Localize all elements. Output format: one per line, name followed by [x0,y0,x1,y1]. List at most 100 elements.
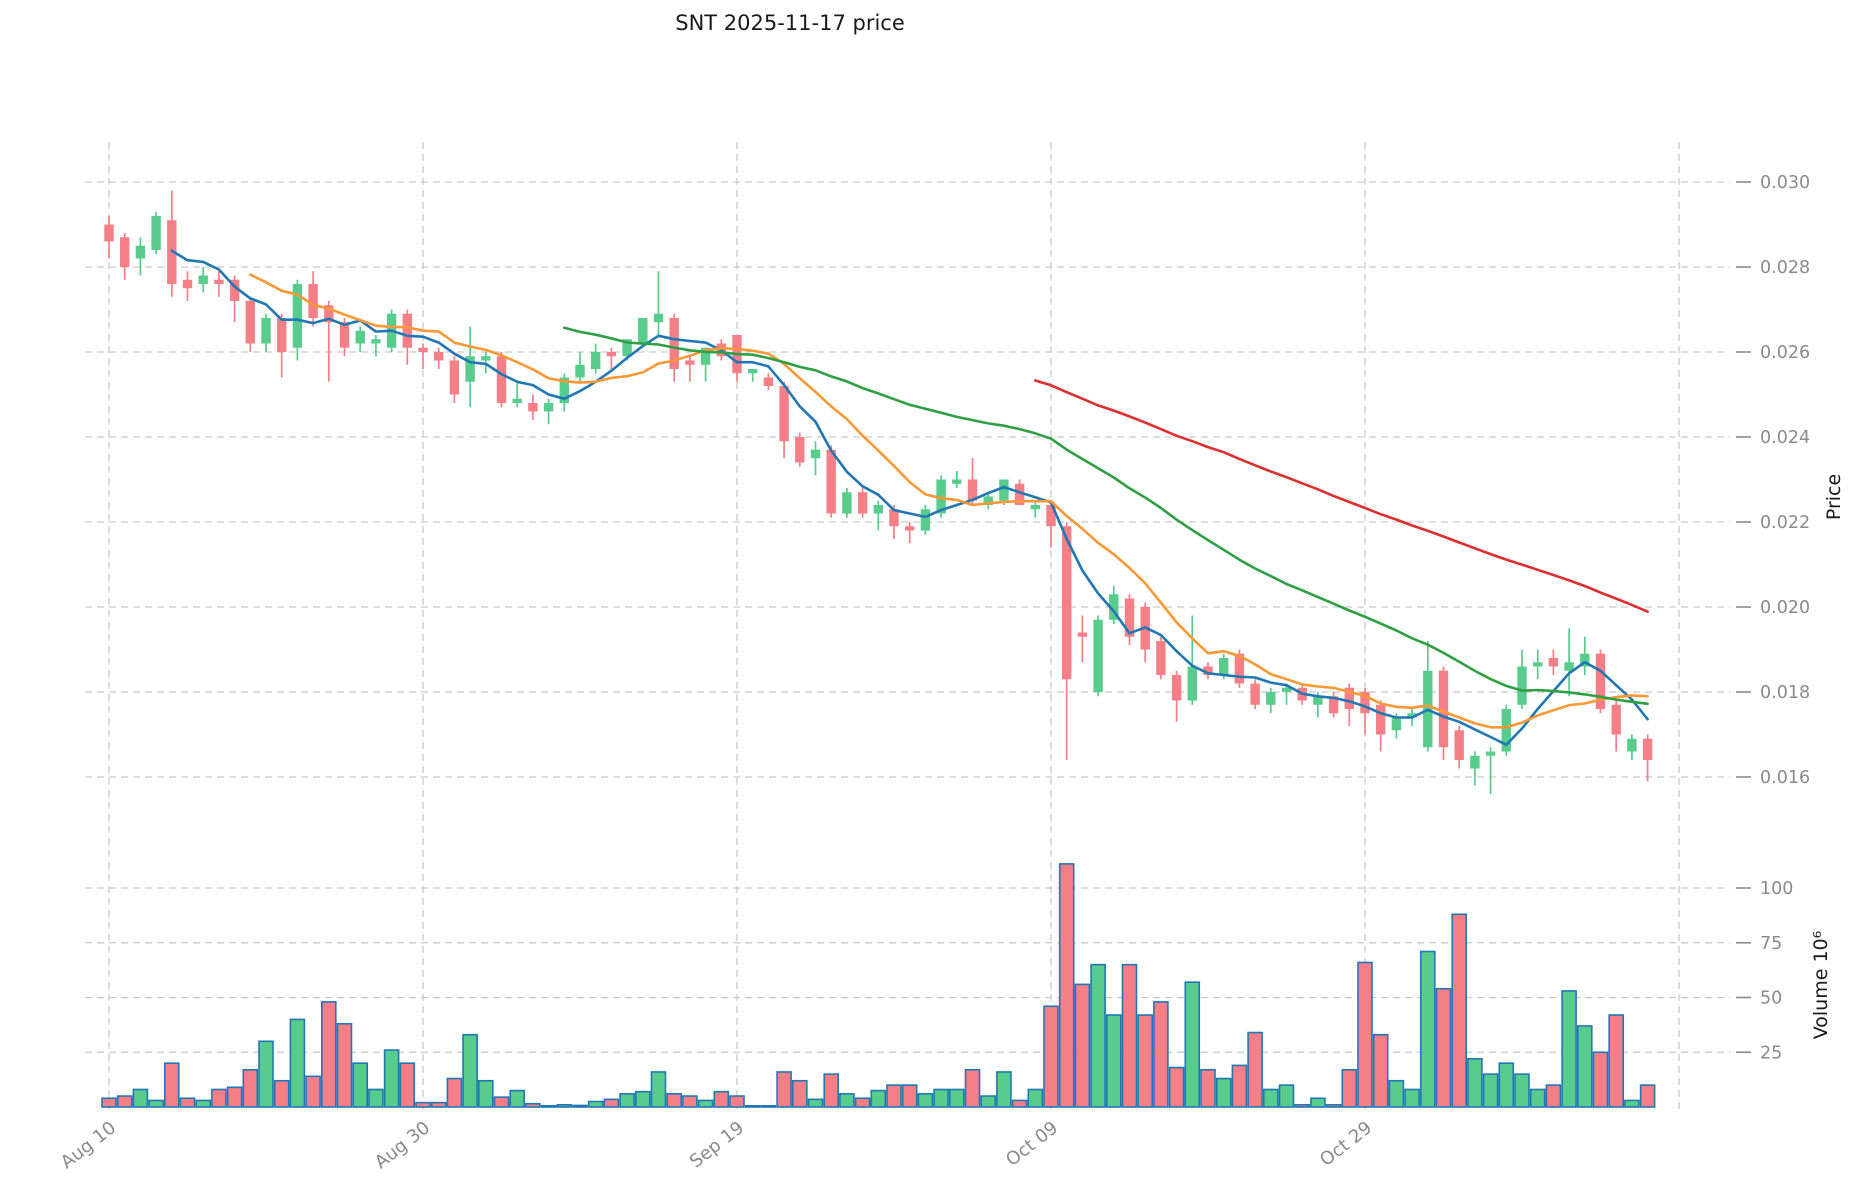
volume-bar [634,1090,651,1108]
volume-tick-label: 100 [1760,879,1793,899]
volume-bar [1153,1001,1169,1108]
candle-body [999,479,1009,501]
volume-bar [305,1075,321,1108]
volume-bar [917,1093,934,1108]
volume-bar [807,1098,824,1108]
volume-bar [713,1090,730,1108]
candle-body [1470,755,1480,769]
price-tick-label: 0.026 [1760,343,1810,363]
candle-body [1266,692,1276,705]
candle-body [842,492,852,514]
volume-bar [1435,987,1452,1108]
candle-body [104,224,114,242]
candle-body [983,496,993,505]
volume-bar [1372,1033,1389,1108]
volume-bar [477,1079,494,1108]
volume-bar [320,1001,337,1108]
candle-body [920,509,931,531]
ma-line-10 [249,273,1649,729]
volume-bar [1043,1005,1059,1108]
candle-body [1313,696,1323,705]
volume-bar [996,1071,1012,1108]
volume-bar [1514,1073,1530,1108]
volume-bar [839,1093,855,1108]
date-tick-label: Aug 30 [371,1117,434,1173]
volume-bar [572,1104,588,1108]
candle-body [575,364,585,378]
candle-body [889,509,899,527]
volume-bar [729,1095,745,1108]
candle-body [857,492,868,514]
volume-bar [1137,1014,1153,1108]
volume-bar [179,1097,196,1108]
volume-bar [791,1079,808,1108]
candle-body [653,313,664,323]
volume-bar [462,1033,478,1108]
candle-body [1187,666,1197,701]
volume-bar [415,1101,431,1108]
volume-bar [1310,1097,1326,1108]
volume-bar [289,1018,306,1108]
candle-body [905,526,915,531]
candle-body [685,360,695,365]
volume-bar [132,1088,149,1108]
volume-bar [556,1104,573,1108]
volume-bar [226,1086,243,1108]
volume-bar [619,1093,635,1108]
candle-body [182,279,193,289]
volume-bar [650,1071,667,1108]
volume-bar [352,1062,369,1108]
candle-body [1548,658,1559,667]
candle-body [810,449,821,459]
candle-body [1234,653,1245,684]
candle-body [1391,717,1402,731]
candle-body [1611,704,1621,735]
candle-body [1156,641,1166,675]
candle-body [1485,751,1496,756]
gridlines [85,142,1730,1112]
price-tick-label: 0.030 [1760,173,1810,193]
volume-tick-label: 75 [1760,934,1782,954]
volume-bar [1388,1079,1405,1108]
volume-bar [1058,863,1075,1108]
volume-bar [148,1099,164,1108]
volume-axis-label: Volume 10⁶ [1810,931,1832,1040]
volume-bar [1498,1062,1515,1108]
candle-body [324,305,334,323]
volume-bar [901,1084,918,1108]
volume-bar [195,1099,211,1108]
candle-body [826,449,836,514]
volume-bar [1200,1068,1216,1108]
price-axis-label: Price [1823,474,1845,520]
volume-bar [760,1105,777,1108]
volume-bar [383,1049,400,1108]
candle-body [543,403,554,412]
price-tick-label: 0.028 [1760,258,1810,278]
candle-body [1281,687,1292,692]
candle-body [952,479,962,484]
candle-body [1124,598,1135,637]
candle-body [339,322,350,348]
candle-body [700,347,711,365]
volume-bar [666,1093,683,1108]
volume-bar [540,1105,557,1108]
volume-bar [1263,1088,1279,1108]
candle-body [1093,619,1103,692]
candle-body [418,347,428,352]
candle-body [528,403,538,412]
price-tick-label: 0.024 [1760,428,1810,448]
candle-body [669,318,679,369]
volume-bar [509,1089,526,1108]
volume-bar [273,1079,290,1108]
candle-body [748,369,758,374]
volume-bar [101,1097,117,1108]
volume-bar [1482,1073,1499,1108]
candle-body [277,318,287,352]
volume-bar [1624,1099,1640,1108]
candle-body [1595,653,1606,709]
volume-bar [1529,1088,1546,1108]
volume-bar [242,1068,259,1108]
candle-body [465,356,475,382]
candle-body [496,356,507,403]
candle-body [198,275,208,284]
